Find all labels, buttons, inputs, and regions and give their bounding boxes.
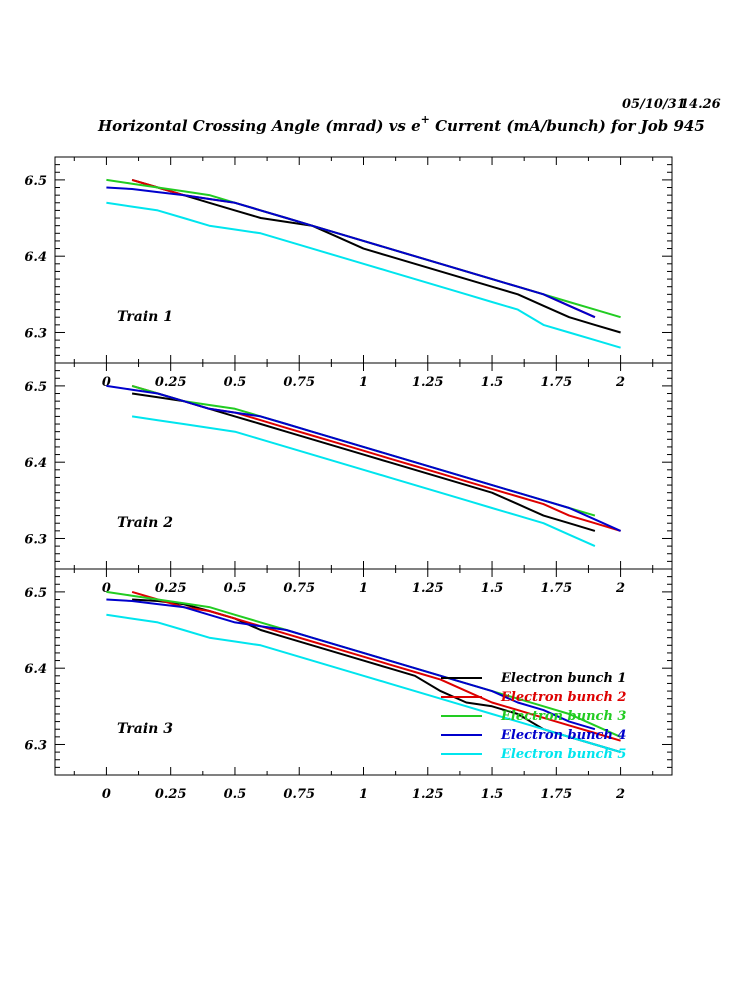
x-tick-label: 1.75 xyxy=(540,787,572,802)
x-tick-label: 0.5 xyxy=(224,581,247,596)
legend-label: Electron bunch 5 xyxy=(500,747,626,762)
y-tick-label: 6.3 xyxy=(24,326,47,341)
panel-frame xyxy=(54,156,673,364)
chart-title-rest: Current (mA/bunch) for Job 945 xyxy=(430,117,705,135)
y-tick-label: 6.5 xyxy=(24,174,47,189)
date-label: 05/10/31 xyxy=(622,97,686,112)
series-line-bunch-5 xyxy=(106,201,621,349)
x-tick-label: 1.25 xyxy=(412,375,444,390)
legend-label: Electron bunch 4 xyxy=(500,728,626,743)
x-tick-label: 2 xyxy=(615,375,625,390)
legend-label: Electron bunch 1 xyxy=(500,671,626,686)
x-tick-label: 0.75 xyxy=(283,581,315,596)
series-line-bunch-4 xyxy=(106,384,622,532)
train-label: Train 3 xyxy=(117,721,173,737)
x-tick-label: 1.5 xyxy=(481,787,504,802)
chart-legend: Electron bunch 1 Electron bunch 2 Electron… xyxy=(441,671,626,762)
x-tick-label: 1.25 xyxy=(412,581,444,596)
x-tick-label: 1 xyxy=(359,787,368,802)
series-line-bunch-5 xyxy=(106,613,621,754)
series-line-bunch-5 xyxy=(131,415,596,548)
x-tick-label: 0.75 xyxy=(283,787,315,802)
series-line-bunch-4 xyxy=(106,186,596,319)
series-line-bunch-2 xyxy=(131,590,621,742)
series-line-bunch-1 xyxy=(131,392,596,532)
chart-title: Horizontal Crossing Angle (mrad) vs e+ C… xyxy=(97,113,705,135)
y-tick-label: 6.4 xyxy=(24,456,47,471)
x-tick-label: 0.25 xyxy=(155,375,187,390)
x-tick-label: 1.5 xyxy=(481,581,504,596)
x-tick-label: 0.25 xyxy=(155,787,187,802)
x-tick-label: 0.25 xyxy=(155,581,187,596)
series-line-bunch-4 xyxy=(106,598,596,731)
x-tick-label: 0 xyxy=(102,581,111,596)
panel-3: 6.3 6.4 6.5 0 0.25 0.5 0.75 1 1.25 1.5 1.75 2 Train … xyxy=(24,568,673,802)
time-label: 14.26 xyxy=(680,97,721,112)
x-tick-label: 2 xyxy=(615,581,625,596)
y-tick-label: 6.3 xyxy=(24,738,47,753)
train-label: Train 2 xyxy=(117,515,173,531)
y-tick-label: 6.3 xyxy=(24,532,47,547)
panel-1: 6.3 6.4 6.5 0 0.25 0.5 0.75 1 1.25 1.5 1.75 2 Train … xyxy=(24,156,673,390)
x-tick-label: 0 xyxy=(102,375,111,390)
chart-panels: 6.3 6.4 6.5 0 0.25 0.5 0.75 1 1.25 1.5 1.75 2 Train … xyxy=(24,156,673,802)
legend-label: Electron bunch 2 xyxy=(500,690,626,705)
panel-2: 6.3 6.4 6.5 0 0.25 0.5 0.75 1 1.25 1.5 1.75 2 Train … xyxy=(24,362,673,596)
legend-label: Electron bunch 3 xyxy=(500,709,626,724)
chart-title-main: Horizontal Crossing Angle (mrad) vs e xyxy=(97,117,421,135)
series-line-bunch-1 xyxy=(131,178,621,334)
x-tick-label: 1 xyxy=(359,581,368,596)
chart-title-superscript: + xyxy=(421,113,430,126)
x-tick-label: 0.5 xyxy=(224,787,247,802)
x-tick-label: 1.75 xyxy=(540,375,572,390)
x-tick-label: 1.25 xyxy=(412,787,444,802)
x-tick-label: 1.75 xyxy=(540,581,572,596)
y-tick-label: 6.5 xyxy=(24,586,47,601)
y-tick-label: 6.4 xyxy=(24,662,47,677)
x-tick-label: 1.5 xyxy=(481,375,504,390)
x-tick-label: 0.5 xyxy=(224,375,247,390)
x-tick-label: 0 xyxy=(102,787,111,802)
x-tick-label: 2 xyxy=(615,787,625,802)
x-tick-label: 0.75 xyxy=(283,375,315,390)
panel-frame xyxy=(54,362,673,570)
y-tick-label: 6.4 xyxy=(24,250,47,265)
y-tick-label: 6.5 xyxy=(24,380,47,395)
x-tick-label: 1 xyxy=(359,375,368,390)
train-label: Train 1 xyxy=(117,309,173,325)
